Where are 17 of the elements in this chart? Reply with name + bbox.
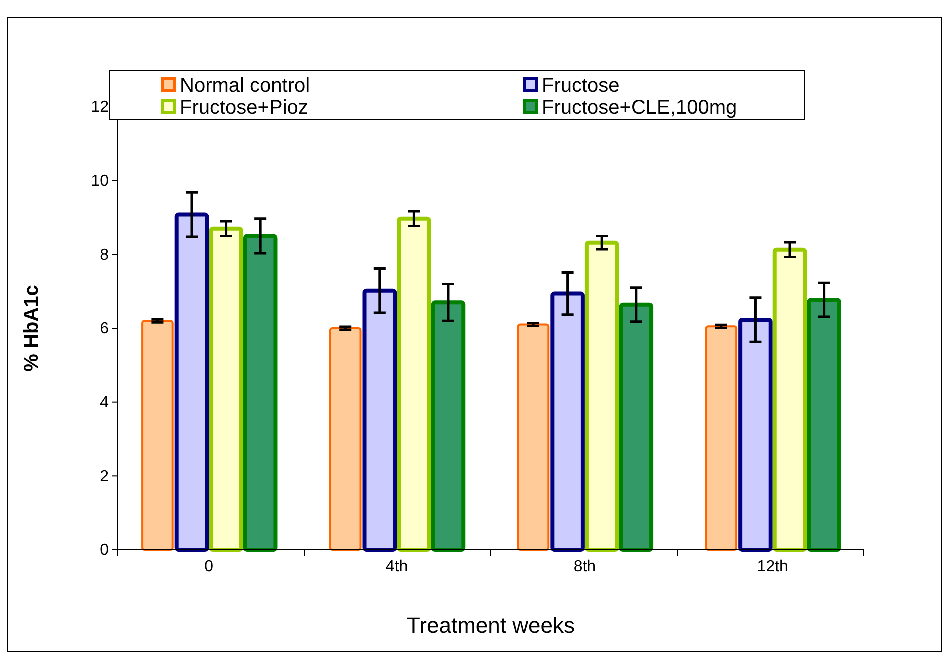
y-tick-label: 6 <box>100 320 110 338</box>
x-axis-title: Treatment weeks <box>407 613 575 638</box>
legend-label: Fructose <box>542 75 620 97</box>
y-tick-label: 8 <box>100 246 110 264</box>
x-tick-label: 0 <box>204 558 214 576</box>
legend-label: Normal control <box>180 75 310 97</box>
y-tick-label: 2 <box>100 468 110 486</box>
y-tick-label: 10 <box>91 172 110 190</box>
x-tick-label: 4th <box>386 558 408 576</box>
x-tick-label: 8th <box>574 558 596 576</box>
y-tick-label: 4 <box>100 394 110 412</box>
y-tick-label: 12 <box>91 99 110 116</box>
legend-label: Fructose+Pioz <box>180 97 308 119</box>
y-axis-title: % HbA1c <box>21 285 43 372</box>
y-tick-label: 0 <box>100 542 110 560</box>
x-tick-label: 12th <box>757 558 788 576</box>
legend-label: Fructose+CLE,100mg <box>542 97 738 119</box>
